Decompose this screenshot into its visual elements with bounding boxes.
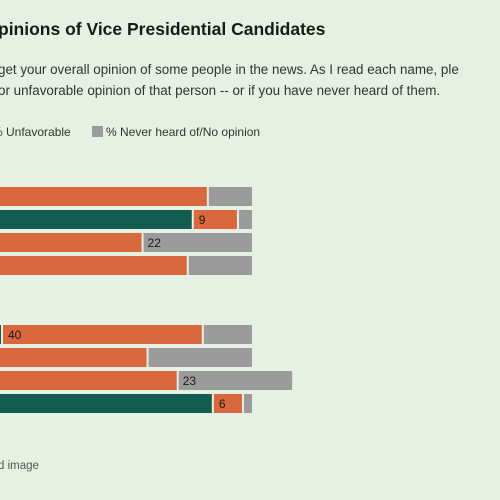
bar-favorable <box>0 210 192 229</box>
legend-swatch-never-heard <box>92 126 103 137</box>
bar-unfavorable <box>0 187 207 206</box>
data-label-unfavorable: 9 <box>199 213 206 227</box>
data-label-never-heard: 23 <box>183 374 197 388</box>
bar-never-heard <box>178 371 293 390</box>
bar-unfavorable <box>0 233 142 252</box>
bar-unfavorable <box>213 394 242 413</box>
legend-label-never-heard: % Never heard of/No opinion <box>106 125 261 139</box>
survey-question-line: or unfavorable opinion of that person --… <box>0 83 441 98</box>
survey-question-line: get your overall opinion of some people … <box>0 62 459 77</box>
footer-note: d image <box>0 460 39 472</box>
bar-unfavorable <box>3 325 202 344</box>
bar-never-heard <box>238 210 252 229</box>
bar-never-heard <box>243 394 252 413</box>
bar-never-heard <box>203 325 252 344</box>
bar-unfavorable <box>193 210 237 229</box>
data-label-never-heard: 22 <box>148 236 162 250</box>
bar-never-heard <box>188 256 252 275</box>
bar-never-heard <box>148 348 252 367</box>
bar-favorable <box>0 325 1 344</box>
bar-favorable <box>0 394 212 413</box>
legend-label-unfavorable: % Unfavorable <box>0 125 71 139</box>
bar-never-heard <box>208 187 252 206</box>
chart-title: pinions of Vice Presidential Candidates <box>0 19 326 39</box>
bar-unfavorable <box>0 348 147 367</box>
data-label-unfavorable: 40 <box>8 328 22 342</box>
bar-never-heard <box>143 233 252 252</box>
data-label-unfavorable: 6 <box>219 397 226 411</box>
bar-unfavorable <box>0 371 177 390</box>
bar-unfavorable <box>0 256 187 275</box>
survey-question: get your overall opinion of some people … <box>0 59 459 101</box>
